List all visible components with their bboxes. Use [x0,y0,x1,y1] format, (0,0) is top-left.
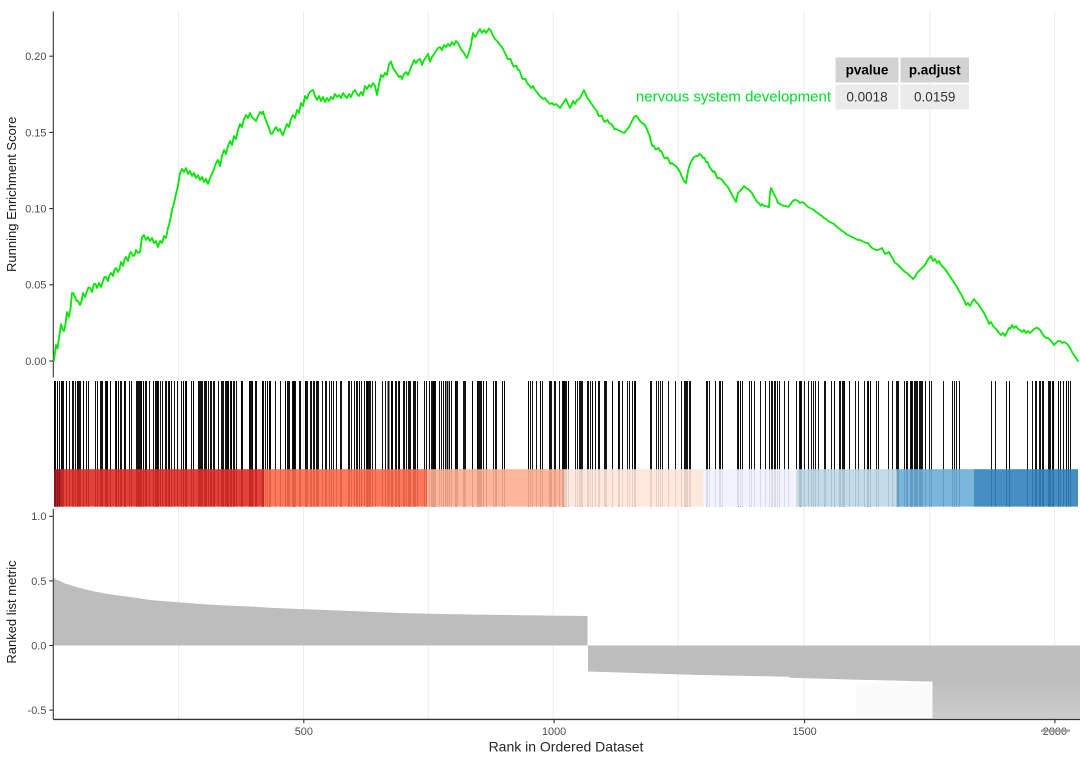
svg-text:0.20: 0.20 [25,51,46,63]
svg-text:nervous system development: nervous system development [636,89,832,106]
svg-text:1500: 1500 [792,726,816,738]
svg-text:0.0159: 0.0159 [914,90,955,105]
svg-text:Ranked list metric: Ranked list metric [4,560,19,664]
svg-text:Running Enrichment Score: Running Enrichment Score [4,117,19,272]
svg-text:0.0018: 0.0018 [846,90,887,105]
svg-text:0.15: 0.15 [25,127,46,139]
svg-text:0.05: 0.05 [25,280,46,292]
svg-text:p.adjust: p.adjust [909,63,961,78]
svg-text:2000: 2000 [1043,726,1067,738]
svg-text:0.10: 0.10 [25,204,46,216]
svg-text:pvalue: pvalue [846,63,889,78]
svg-text:1.0: 1.0 [31,511,46,523]
svg-text:1000: 1000 [542,726,566,738]
svg-text:500: 500 [295,726,313,738]
svg-text:Rank in Ordered Dataset: Rank in Ordered Dataset [489,739,644,755]
svg-text:0.00: 0.00 [25,356,46,368]
svg-text:0.0: 0.0 [31,640,46,652]
svg-text:-0.5: -0.5 [28,705,47,717]
svg-text:0.5: 0.5 [31,576,46,588]
